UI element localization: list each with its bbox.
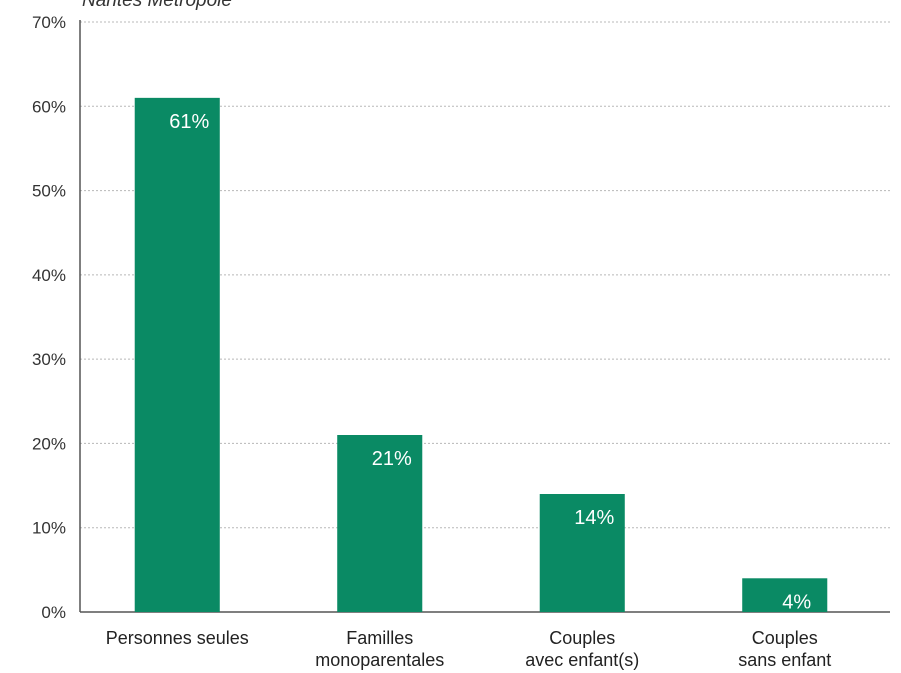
bar-value-label: 21% bbox=[372, 448, 412, 470]
bar bbox=[742, 578, 828, 612]
bar-value-label: 14% bbox=[574, 507, 614, 529]
y-tick-label: 70% bbox=[32, 13, 66, 32]
y-tick-label: 60% bbox=[32, 97, 66, 116]
bars: 61% 21% 14% 4% bbox=[134, 97, 828, 613]
y-tick-label: 50% bbox=[32, 182, 66, 201]
y-tick-label: 10% bbox=[32, 519, 66, 538]
chart-title: Nantes Métropole bbox=[82, 0, 232, 11]
x-category-label: Couples bbox=[549, 628, 615, 648]
x-category-label: monoparentales bbox=[315, 650, 444, 670]
y-tick-label: 40% bbox=[32, 266, 66, 285]
y-tick-label: 0% bbox=[41, 603, 66, 622]
x-category-label: avec enfant(s) bbox=[525, 650, 639, 670]
x-category-label: Couples bbox=[752, 628, 818, 648]
x-category-label: sans enfant bbox=[738, 650, 831, 670]
x-category-label: Personnes seules bbox=[106, 628, 249, 648]
x-category-label: Familles bbox=[346, 628, 413, 648]
y-tick-label: 20% bbox=[32, 434, 66, 453]
bar bbox=[337, 435, 423, 612]
bar bbox=[539, 494, 625, 612]
bar bbox=[134, 97, 220, 613]
gridlines bbox=[80, 21, 890, 529]
y-axis-ticks: 0% 10% 20% 30% 40% 50% 60% 70% bbox=[32, 13, 66, 622]
bar-value-label: 4% bbox=[782, 591, 811, 613]
bar-value-label: 61% bbox=[169, 111, 209, 133]
y-tick-label: 30% bbox=[32, 350, 66, 369]
